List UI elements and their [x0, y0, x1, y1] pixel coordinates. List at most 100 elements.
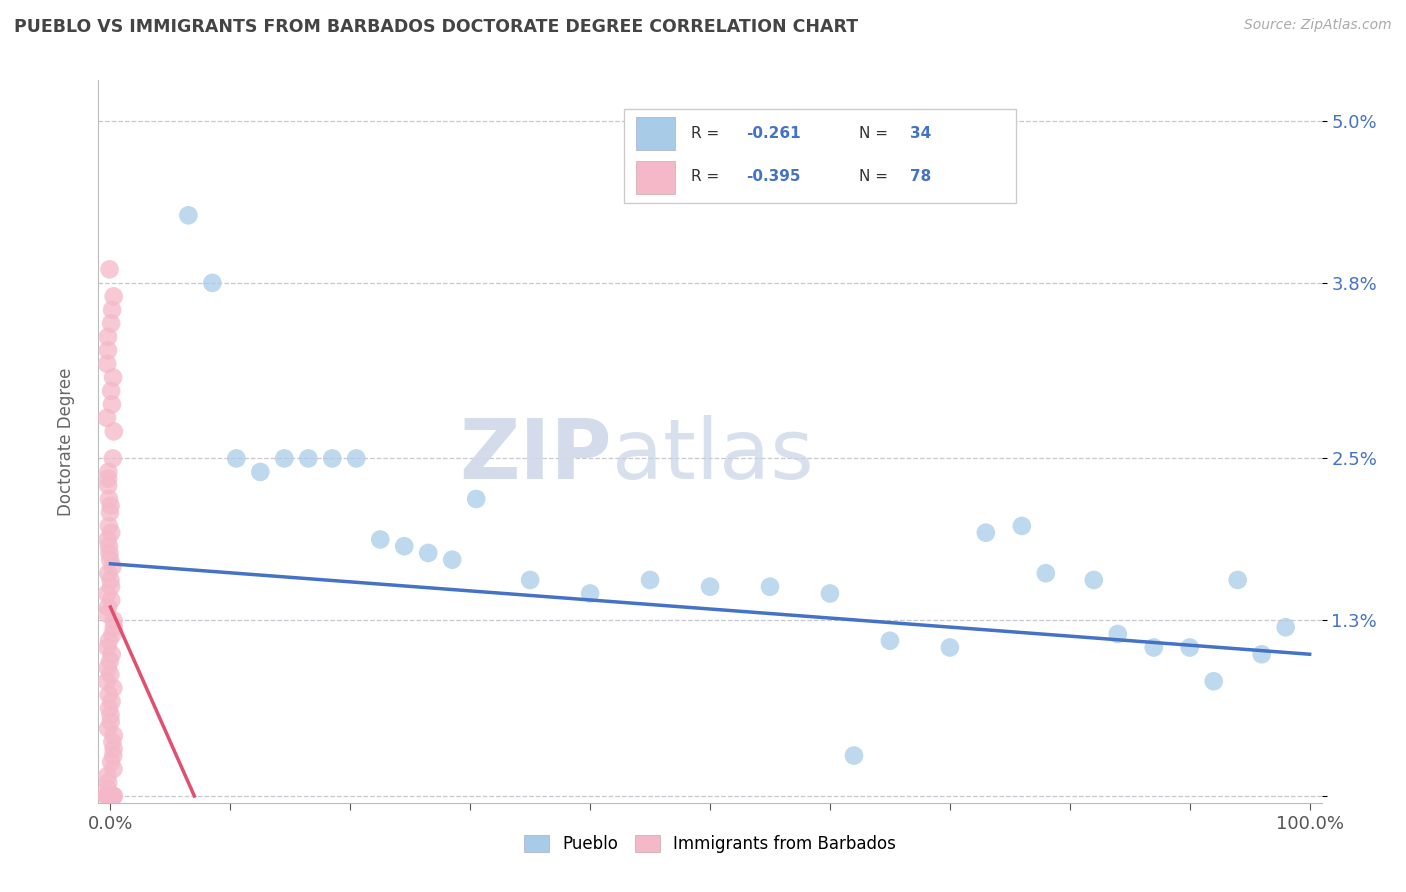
Pueblo	[392, 539, 416, 553]
Pueblo	[225, 451, 247, 466]
Immigrants from Barbados	[96, 411, 118, 425]
Immigrants from Barbados	[96, 789, 118, 803]
Immigrants from Barbados	[103, 762, 125, 776]
Immigrants from Barbados	[101, 370, 124, 384]
Pueblo	[177, 208, 200, 222]
Pueblo	[418, 546, 440, 560]
Immigrants from Barbados	[101, 789, 124, 803]
Pueblo	[1083, 573, 1105, 587]
Immigrants from Barbados	[97, 789, 120, 803]
Immigrants from Barbados	[96, 586, 118, 600]
Pueblo	[638, 573, 661, 587]
Immigrants from Barbados	[97, 343, 120, 358]
Immigrants from Barbados	[100, 789, 122, 803]
Pueblo	[818, 586, 841, 600]
Immigrants from Barbados	[103, 789, 125, 803]
Pueblo	[441, 552, 464, 566]
Immigrants from Barbados	[100, 573, 122, 587]
Pueblo	[699, 580, 721, 594]
Immigrants from Barbados	[97, 478, 120, 492]
Immigrants from Barbados	[97, 789, 120, 803]
Pueblo	[465, 491, 488, 506]
Immigrants from Barbados	[100, 667, 122, 681]
Immigrants from Barbados	[103, 748, 125, 763]
Immigrants from Barbados	[100, 525, 122, 540]
Immigrants from Barbados	[98, 789, 121, 803]
Immigrants from Barbados	[100, 647, 122, 661]
Immigrants from Barbados	[98, 789, 121, 803]
Pueblo	[1143, 640, 1166, 655]
Immigrants from Barbados	[101, 789, 124, 803]
Pueblo	[842, 748, 865, 763]
Text: ZIP: ZIP	[460, 416, 612, 497]
Pueblo	[974, 525, 997, 540]
Immigrants from Barbados	[101, 789, 124, 803]
Pueblo	[201, 276, 224, 290]
Text: Source: ZipAtlas.com: Source: ZipAtlas.com	[1244, 18, 1392, 32]
Pueblo	[1107, 627, 1129, 641]
Pueblo	[344, 451, 367, 466]
Immigrants from Barbados	[96, 789, 118, 803]
Immigrants from Barbados	[100, 756, 122, 770]
Immigrants from Barbados	[97, 789, 120, 803]
Immigrants from Barbados	[103, 289, 125, 303]
Immigrants from Barbados	[100, 593, 122, 607]
Immigrants from Barbados	[98, 262, 121, 277]
Immigrants from Barbados	[103, 614, 125, 628]
Immigrants from Barbados	[96, 674, 118, 689]
Pueblo	[879, 633, 901, 648]
Pueblo	[297, 451, 319, 466]
Y-axis label: Doctorate Degree: Doctorate Degree	[56, 368, 75, 516]
Immigrants from Barbados	[97, 465, 120, 479]
Pueblo	[1011, 519, 1033, 533]
Immigrants from Barbados	[98, 654, 121, 668]
Immigrants from Barbados	[96, 357, 118, 371]
Immigrants from Barbados	[101, 559, 124, 574]
Pueblo	[519, 573, 541, 587]
Immigrants from Barbados	[96, 789, 118, 803]
Immigrants from Barbados	[97, 566, 120, 581]
Immigrants from Barbados	[96, 782, 118, 797]
Immigrants from Barbados	[97, 688, 120, 702]
Immigrants from Barbados	[98, 505, 121, 519]
Pueblo	[1035, 566, 1057, 581]
Immigrants from Barbados	[98, 789, 121, 803]
Pueblo	[1250, 647, 1272, 661]
Immigrants from Barbados	[100, 384, 122, 398]
Immigrants from Barbados	[101, 789, 124, 803]
Pueblo	[1178, 640, 1201, 655]
Immigrants from Barbados	[100, 714, 122, 729]
Immigrants from Barbados	[98, 546, 121, 560]
Immigrants from Barbados	[101, 397, 124, 411]
Pueblo	[321, 451, 343, 466]
Immigrants from Barbados	[101, 627, 124, 641]
Immigrants from Barbados	[103, 741, 125, 756]
Immigrants from Barbados	[101, 789, 124, 803]
Immigrants from Barbados	[98, 701, 121, 715]
Pueblo	[1226, 573, 1249, 587]
Pueblo	[249, 465, 271, 479]
Legend: Pueblo, Immigrants from Barbados: Pueblo, Immigrants from Barbados	[517, 828, 903, 860]
Immigrants from Barbados	[100, 317, 122, 331]
Immigrants from Barbados	[97, 472, 120, 486]
Immigrants from Barbados	[97, 722, 120, 736]
Pueblo	[939, 640, 962, 655]
Pueblo	[759, 580, 782, 594]
Immigrants from Barbados	[97, 661, 120, 675]
Immigrants from Barbados	[97, 539, 120, 553]
Immigrants from Barbados	[96, 769, 118, 783]
Immigrants from Barbados	[98, 633, 121, 648]
Immigrants from Barbados	[96, 607, 118, 621]
Immigrants from Barbados	[101, 302, 124, 317]
Immigrants from Barbados	[98, 552, 121, 566]
Immigrants from Barbados	[96, 640, 118, 655]
Immigrants from Barbados	[97, 533, 120, 547]
Immigrants from Barbados	[100, 708, 122, 723]
Pueblo	[273, 451, 295, 466]
Pueblo	[368, 533, 391, 547]
Pueblo	[579, 586, 602, 600]
Text: atlas: atlas	[612, 416, 814, 497]
Text: PUEBLO VS IMMIGRANTS FROM BARBADOS DOCTORATE DEGREE CORRELATION CHART: PUEBLO VS IMMIGRANTS FROM BARBADOS DOCTO…	[14, 18, 858, 36]
Immigrants from Barbados	[97, 519, 120, 533]
Immigrants from Barbados	[100, 694, 122, 708]
